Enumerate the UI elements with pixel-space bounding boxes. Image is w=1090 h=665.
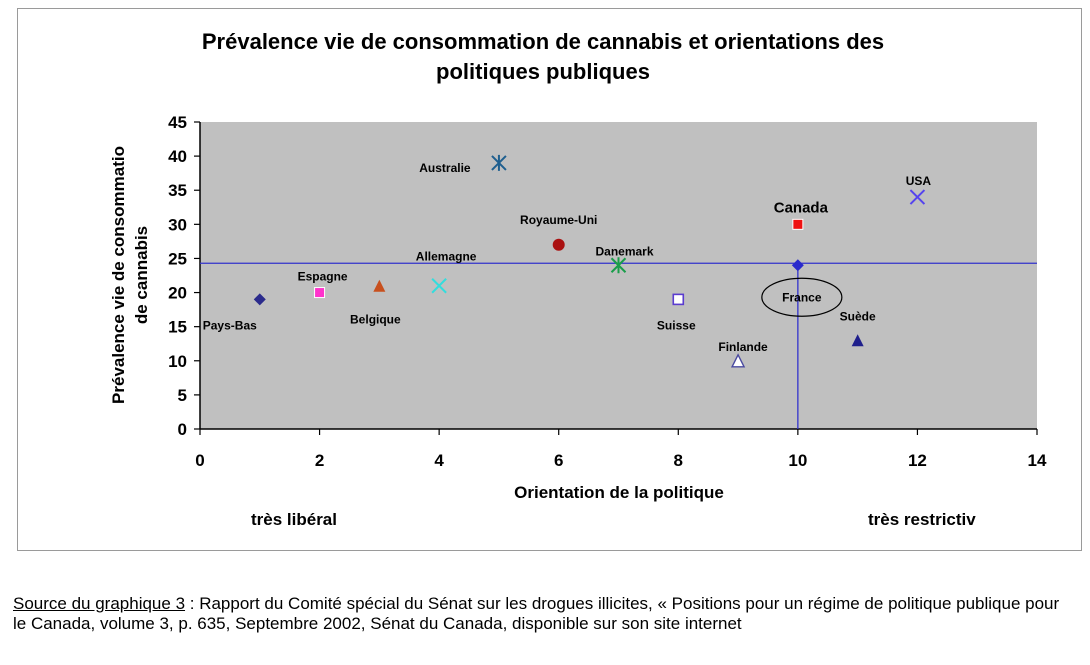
- marker-suisse: [672, 293, 685, 306]
- x-axis-label: Orientation de la politique: [514, 483, 724, 502]
- point-label-pays-bas: Pays-Bas: [203, 318, 257, 332]
- y-axis-label-line2: de cannabis: [132, 226, 151, 324]
- annotation-tres-liberal: très libéral: [251, 510, 337, 529]
- x-tick-label: 14: [1028, 451, 1047, 470]
- point-label-allemagne: Allemagne: [416, 250, 477, 264]
- y-tick-label: 5: [178, 386, 187, 405]
- x-tick-label: 8: [674, 451, 683, 470]
- x-tick-label: 4: [434, 451, 444, 470]
- marker-usa: [909, 189, 926, 205]
- y-tick-label: 20: [168, 284, 187, 303]
- point-label-usa: USA: [906, 174, 932, 188]
- marker-australie: [491, 154, 507, 171]
- scatter-chart: Prévalence vie de consommation de cannab…: [109, 29, 1047, 529]
- point-label-royaume-uni: Royaume-Uni: [520, 213, 597, 227]
- marker-danemark: [610, 257, 627, 274]
- france-highlight-ellipse: [761, 277, 843, 317]
- y-axis-label-line1: Prévalence vie de consommatio: [109, 146, 128, 404]
- source-link[interactable]: Source du graphique 3: [13, 594, 186, 613]
- point-label-belgique: Belgique: [350, 313, 401, 327]
- marker-allemagne: [431, 278, 447, 294]
- source-note: Source du graphique 3 : Rapport du Comit…: [13, 594, 1073, 634]
- marker-belgique: [373, 279, 386, 292]
- marker-france: [791, 259, 804, 272]
- y-tick-label: 0: [178, 420, 187, 439]
- x-tick-label: 10: [788, 451, 807, 470]
- point-label-canada: Canada: [774, 199, 829, 216]
- point-label-france: France: [782, 290, 822, 304]
- chart-title-line2: politiques publiques: [436, 59, 650, 84]
- point-label-espagne: Espagne: [298, 270, 348, 284]
- marker-finlande: [730, 353, 746, 368]
- point-label-suisse: Suisse: [657, 318, 696, 332]
- x-tick-label: 12: [908, 451, 927, 470]
- marker-suede: [851, 334, 864, 347]
- point-label-danemark: Danemark: [595, 244, 653, 258]
- plot-area: [200, 122, 1037, 429]
- x-tick-label: 0: [195, 451, 204, 470]
- y-tick-label: 40: [168, 147, 187, 166]
- point-label-suede: Suède: [840, 309, 876, 323]
- y-tick-label: 25: [168, 249, 187, 268]
- y-tick-label: 45: [168, 113, 187, 132]
- marker-royaume-uni: [552, 238, 565, 251]
- chart-title-line1: Prévalence vie de consommation de cannab…: [202, 29, 884, 54]
- y-tick-label: 15: [168, 318, 187, 337]
- point-label-finlande: Finlande: [718, 340, 768, 354]
- y-tick-label: 10: [168, 352, 187, 371]
- marker-canada: [792, 218, 804, 230]
- y-tick-label: 35: [168, 181, 187, 200]
- x-tick-label: 2: [315, 451, 324, 470]
- marker-espagne: [314, 287, 326, 299]
- x-tick-label: 6: [554, 451, 563, 470]
- chart-frame: Prévalence vie de consommation de cannab…: [17, 8, 1082, 551]
- y-tick-label: 30: [168, 215, 187, 234]
- point-label-australie: Australie: [419, 161, 471, 175]
- source-text: : Rapport du Comité spécial du Sénat sur…: [13, 594, 1060, 633]
- annotation-tres-restrictiv: très restrictiv: [868, 510, 976, 529]
